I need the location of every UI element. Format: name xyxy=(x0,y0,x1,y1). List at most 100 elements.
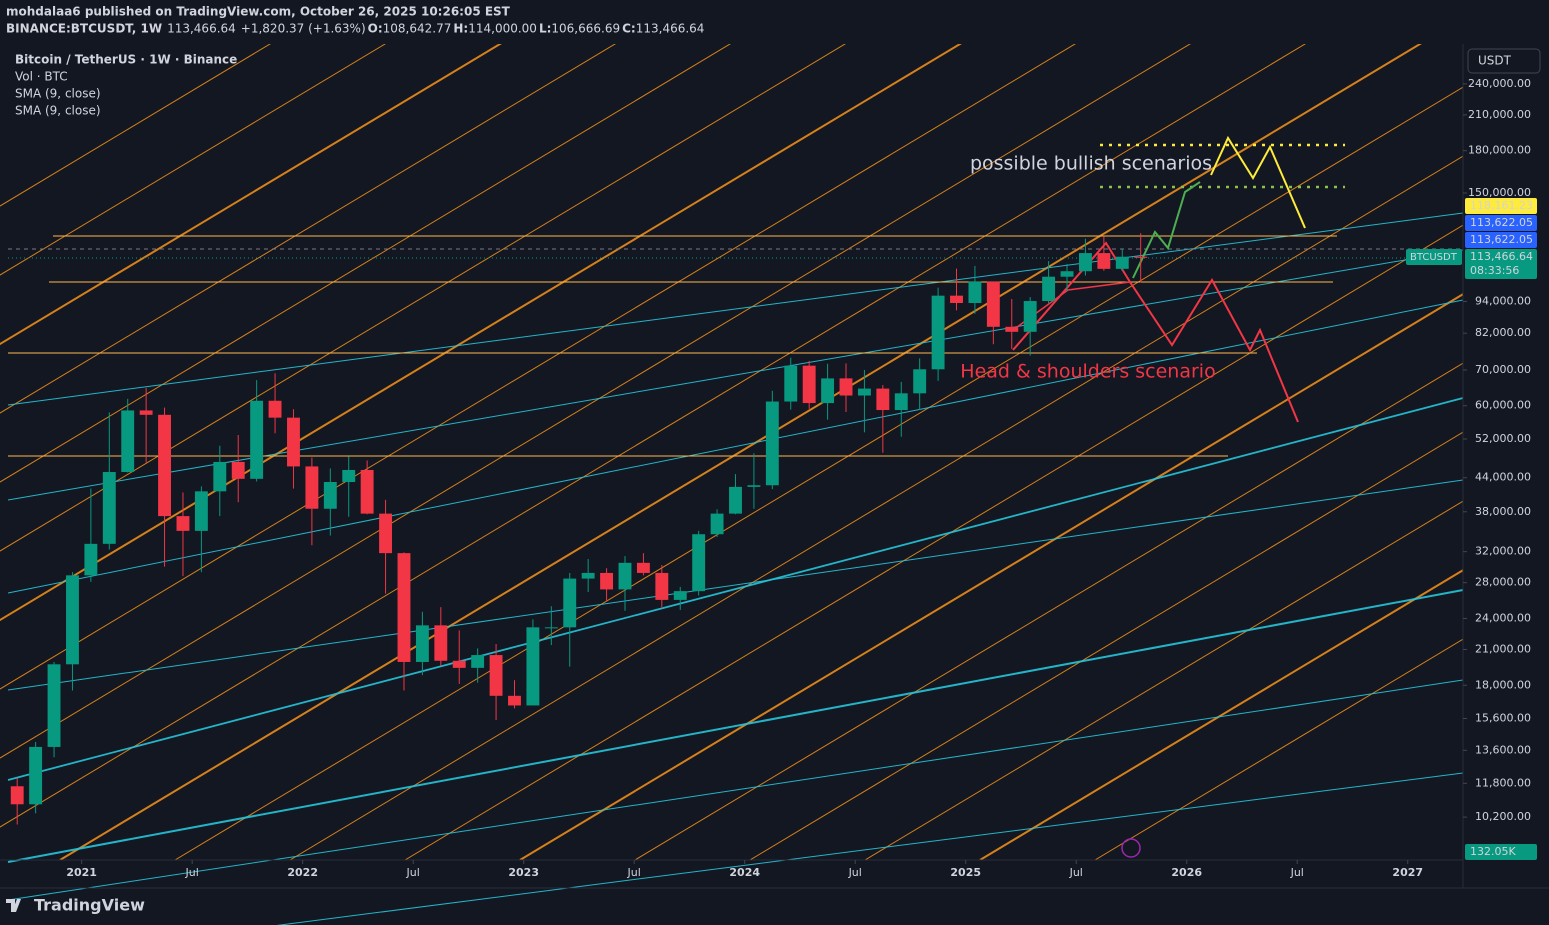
candle-body xyxy=(434,625,448,661)
candle-body xyxy=(489,655,503,696)
y-tick-label: 28,000.00 xyxy=(1475,576,1531,589)
ohlc-label: C: xyxy=(622,22,636,36)
candles xyxy=(10,233,1148,825)
candle-body xyxy=(600,572,614,590)
candle-body xyxy=(66,575,79,665)
price-label: 118,161.23 xyxy=(1470,199,1533,212)
publisher: mohdalaa6 published on TradingView.com, … xyxy=(6,5,511,19)
price-label-bg xyxy=(1465,232,1537,248)
currency[interactable]: USDT xyxy=(1478,54,1512,68)
x-tick-label: 2026 xyxy=(1171,866,1202,879)
x-tick-label: Jul xyxy=(406,866,420,879)
price-label-bg xyxy=(1465,249,1537,279)
y-tick-label: 10,200.00 xyxy=(1475,810,1531,823)
y-tick-label: 18,000.00 xyxy=(1475,678,1531,691)
overlay: mohdalaa6 published on TradingView.com, … xyxy=(0,5,1549,915)
fan-line xyxy=(0,44,962,622)
x-tick-label: 2022 xyxy=(287,866,318,879)
candle-body xyxy=(839,378,853,396)
ohlc-value: 113,466.64 xyxy=(636,22,705,36)
candle-body xyxy=(342,469,356,483)
bullish-yellow-path xyxy=(1210,135,1306,229)
fan-line xyxy=(404,224,1463,860)
event-icon[interactable] xyxy=(1121,838,1141,858)
y-tick-label: 150,000.00 xyxy=(1468,186,1531,199)
candle-body xyxy=(544,627,558,629)
candle-body xyxy=(931,295,945,370)
candle-body xyxy=(508,695,521,706)
ohlc-value: 106,666.69 xyxy=(551,22,620,36)
fan-line xyxy=(864,500,1463,860)
fan-line xyxy=(0,44,846,552)
currency-button[interactable] xyxy=(1467,48,1541,74)
candle-body xyxy=(802,365,816,404)
fan-line xyxy=(0,44,616,414)
candle-body xyxy=(821,378,835,404)
ohlc-label: H: xyxy=(453,22,468,36)
candle-body xyxy=(913,369,927,394)
y-tick-label: 240,000.00 xyxy=(1468,77,1531,90)
candle-body xyxy=(287,417,300,467)
candle-body xyxy=(194,491,208,531)
bullish-annotation: possible bullish scenarios xyxy=(970,153,1212,175)
candle-body xyxy=(894,393,908,411)
x-tick-label: Jul xyxy=(627,866,641,879)
candle-body xyxy=(710,513,724,535)
x-tick-label: Jul xyxy=(848,866,862,879)
symbol: BINANCE:BTCUSDT, 1W xyxy=(6,22,162,36)
fan-line xyxy=(0,44,1076,690)
candle-body xyxy=(29,746,43,805)
candle-body xyxy=(876,388,890,411)
candle-body xyxy=(1005,326,1019,332)
candle-body xyxy=(268,400,282,418)
y-tick-label: 44,000.00 xyxy=(1475,471,1531,484)
candle-body xyxy=(1134,256,1148,258)
y-tick-label: 60,000.00 xyxy=(1475,399,1531,412)
legend-item: Vol · BTC xyxy=(15,70,68,84)
y-tick-label: 38,000.00 xyxy=(1475,505,1531,518)
fan-line xyxy=(749,431,1463,860)
y-tick-label: 15,600.00 xyxy=(1475,711,1531,724)
candle-body xyxy=(1023,301,1037,332)
candle-body xyxy=(250,400,264,479)
fan-line-cyan xyxy=(7,479,1464,691)
candle-body xyxy=(231,461,245,479)
candle-body xyxy=(84,543,98,576)
bearish-path xyxy=(1012,241,1299,423)
candle-body xyxy=(102,472,116,544)
price-label-bg xyxy=(1465,215,1537,231)
fan-line xyxy=(59,44,1422,860)
x-tick-label: 2024 xyxy=(729,866,760,879)
candle-body xyxy=(581,572,595,579)
x-tick-label: 2023 xyxy=(508,866,539,879)
y-tick-label: 70,000.00 xyxy=(1475,363,1531,376)
candle-body xyxy=(305,466,319,509)
x-tick-label: Jul xyxy=(1069,866,1083,879)
ohlc-value: 108,642.77 xyxy=(383,22,452,36)
candle-body xyxy=(636,562,650,573)
symbol-label: BTCUSDT xyxy=(1410,252,1458,263)
fan-line xyxy=(0,44,1306,828)
candle-body xyxy=(1097,253,1111,269)
last-price: 113,466.64 xyxy=(167,22,236,36)
candle-body xyxy=(121,410,135,473)
tv-logo xyxy=(6,899,21,912)
price-label: 113,622.05 xyxy=(1470,216,1533,229)
y-tick-label: 210,000.00 xyxy=(1468,108,1531,121)
fan-line xyxy=(634,362,1463,860)
candle-body xyxy=(1060,271,1074,277)
candle-body xyxy=(857,388,871,396)
footer-brand: TradingView xyxy=(34,896,145,915)
fan-line-cyan xyxy=(7,299,1464,594)
fan-line xyxy=(0,44,386,276)
fan-line xyxy=(1094,638,1463,860)
candle-body xyxy=(323,482,337,509)
candle-body xyxy=(673,591,687,600)
candle-body xyxy=(765,401,779,486)
y-tick-label: 52,000.00 xyxy=(1475,432,1531,445)
y-tick-label: 94,000.00 xyxy=(1475,295,1531,308)
bullish-green-path xyxy=(1132,181,1201,279)
candle-body xyxy=(158,414,171,517)
